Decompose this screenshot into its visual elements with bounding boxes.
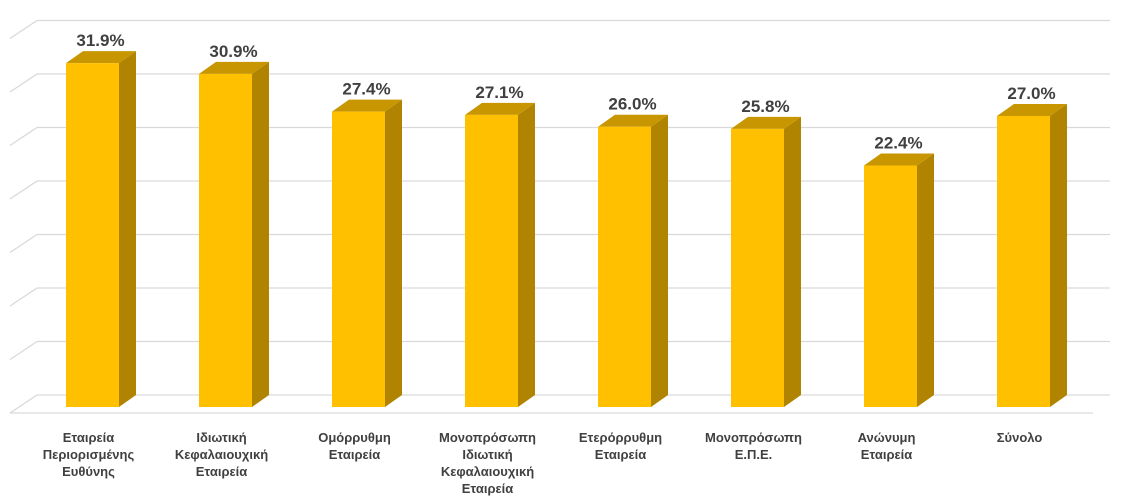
category-label-line: Κεφαλαιουχική: [175, 447, 268, 462]
category-label-line: Μονοπρόσωπη: [439, 430, 536, 445]
category-label-line: Σύνολο: [997, 430, 1043, 445]
bar-side: [651, 114, 668, 407]
bar-side: [252, 61, 269, 407]
gridline-edge: [9, 233, 38, 254]
gridlines: [9, 19, 1110, 414]
gridline-edge: [9, 180, 38, 200]
category-label-line: Ιδιωτική: [196, 430, 246, 445]
bar: [731, 128, 784, 407]
bar-top: [465, 102, 535, 115]
value-label: 27.1%: [475, 83, 523, 102]
category-label-line: Εταιρεία: [329, 447, 381, 462]
value-label: 26.0%: [608, 95, 656, 114]
bar-top: [997, 103, 1067, 116]
category-label-line: Εταιρεία: [595, 447, 647, 462]
value-label: 22.4%: [874, 134, 922, 153]
bar-side: [385, 99, 402, 408]
bar-top: [199, 61, 269, 74]
category-label-line: Ανώνυμη: [858, 430, 916, 445]
category-label-line: Ιδιωτική: [462, 447, 512, 462]
category-label: Μονοπρόσωπη Ιδιωτική Κεφαλαιουχική Εταιρεία: [439, 430, 536, 496]
gridline-edge: [9, 340, 38, 361]
bar: [199, 73, 252, 407]
bar-top: [598, 114, 668, 127]
value-labels: 31.9% 30.9% 27.4% 27.1% 26.0% 25.8% 22.4% 27.0%: [76, 31, 1055, 152]
category-label: Μονοπρόσωπη Ε.Π.Ε.: [705, 430, 802, 462]
category-label-line: Ε.Π.Ε.: [735, 447, 773, 462]
category-label: Ετερόρρυθμη Εταιρεία: [579, 430, 662, 462]
gridline-edge: [9, 19, 38, 40]
category-label: Εταιρεία Περιορισμένης Ευθύνης: [43, 430, 135, 479]
bar-side: [784, 116, 801, 407]
category-label: Σύνολο: [997, 430, 1043, 445]
bar-top: [864, 153, 934, 166]
bars: [66, 51, 1067, 408]
bar: [66, 63, 119, 407]
bar: [598, 126, 651, 407]
bar-top: [731, 116, 801, 129]
category-label-line: Κεφαλαιουχική: [441, 464, 534, 479]
value-label: 25.8%: [741, 97, 789, 116]
bar: [997, 115, 1050, 407]
bar: [864, 165, 917, 407]
category-label-line: Εταιρεία: [861, 447, 913, 462]
gridline-edge: [9, 73, 38, 93]
category-label: Ανώνυμη Εταιρεία: [858, 430, 916, 462]
category-label-line: Περιορισμένης: [43, 447, 135, 462]
value-label: 31.9%: [76, 31, 124, 50]
gridline-edge: [9, 394, 38, 414]
gridline-edge: [9, 126, 38, 147]
category-label-line: Ομόρρυθμη: [318, 430, 391, 445]
category-label-line: Εταιρεία: [196, 464, 248, 479]
bar-side: [518, 102, 535, 407]
category-label-line: Εταιρεία: [462, 481, 514, 496]
bar: [465, 114, 518, 407]
bar: [332, 111, 385, 408]
value-label: 27.4%: [342, 80, 390, 99]
category-label-line: Εταιρεία: [63, 430, 115, 445]
category-label-line: Ευθύνης: [62, 464, 115, 479]
bar-side: [119, 51, 136, 407]
bar-side: [1050, 103, 1067, 407]
bar-side: [917, 153, 934, 407]
bar-top: [332, 99, 402, 112]
category-label: Ιδιωτική Κεφαλαιουχική Εταιρεία: [175, 430, 268, 479]
value-label: 30.9%: [209, 42, 257, 61]
category-label-line: Μονοπρόσωπη: [705, 430, 802, 445]
value-label: 27.0%: [1007, 84, 1055, 103]
category-labels: Εταιρεία Περιορισμένης Ευθύνης Ιδιωτική Κεφα…: [43, 430, 1043, 496]
category-label-line: Ετερόρρυθμη: [579, 430, 662, 445]
category-label: Ομόρρυθμη Εταιρεία: [318, 430, 391, 462]
bar-top: [66, 51, 136, 64]
gridline-edge: [9, 287, 38, 307]
